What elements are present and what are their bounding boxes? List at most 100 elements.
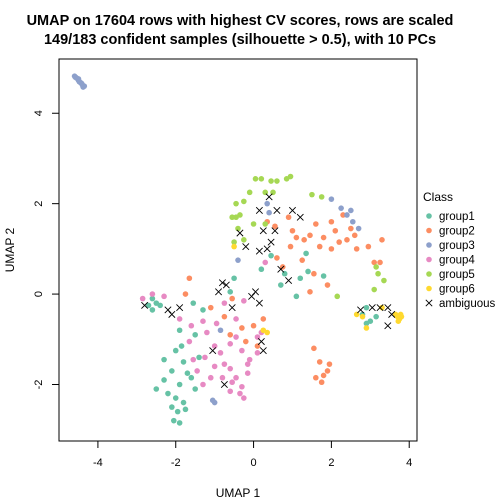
y-tick-label-2: 2 bbox=[33, 201, 45, 207]
point-group4-36 bbox=[227, 388, 234, 395]
point-group2-31 bbox=[207, 304, 214, 311]
point-group2-16 bbox=[353, 246, 360, 252]
legend-marker-group2 bbox=[426, 227, 432, 234]
point-ambiguous-34 bbox=[357, 306, 365, 314]
point-group1-35 bbox=[363, 304, 370, 311]
plot-area-frame bbox=[58, 58, 418, 442]
point-group1-31 bbox=[278, 282, 284, 288]
point-ambiguous-20 bbox=[255, 206, 263, 214]
point-group2-4 bbox=[307, 232, 313, 239]
chart-subtitle: 149/183 confident samples (silhouette > … bbox=[44, 32, 436, 48]
point-group4-21 bbox=[241, 395, 247, 401]
point-group2-33 bbox=[239, 325, 245, 331]
point-group5-10 bbox=[246, 189, 253, 196]
point-group3-11 bbox=[328, 196, 335, 202]
point-group3-16 bbox=[264, 200, 270, 207]
point-group1-7 bbox=[172, 347, 179, 354]
point-group2-43 bbox=[379, 237, 385, 243]
point-group1-9 bbox=[180, 359, 187, 365]
point-group2-28 bbox=[229, 295, 235, 302]
point-group4-14 bbox=[244, 370, 251, 376]
point-ambiguous-27 bbox=[368, 304, 376, 312]
point-group4-28 bbox=[213, 320, 220, 327]
point-group2-6 bbox=[320, 234, 327, 241]
point-group5-23 bbox=[381, 277, 387, 284]
point-group2-37 bbox=[316, 359, 323, 365]
point-group4-38 bbox=[186, 338, 193, 345]
point-group2-39 bbox=[324, 368, 331, 374]
point-ambiguous-31 bbox=[384, 322, 392, 330]
point-group1-26 bbox=[192, 331, 198, 338]
point-group5-5 bbox=[287, 173, 294, 180]
point-group5-16 bbox=[241, 237, 247, 243]
point-group1-43 bbox=[303, 250, 309, 257]
point-group2-41 bbox=[313, 374, 319, 381]
point-group1-5 bbox=[176, 327, 183, 334]
point-group1-33 bbox=[297, 275, 304, 282]
point-group2-47 bbox=[227, 331, 234, 338]
point-group4-24 bbox=[194, 368, 200, 374]
point-group4-18 bbox=[221, 361, 228, 367]
point-group5-11 bbox=[241, 198, 247, 205]
point-group1-23 bbox=[188, 374, 195, 381]
point-group5-15 bbox=[235, 225, 241, 232]
point-group1-6 bbox=[178, 343, 185, 349]
point-group1-11 bbox=[161, 377, 167, 383]
point-group4-5 bbox=[200, 318, 206, 325]
legend-marker-group3 bbox=[426, 242, 432, 248]
point-group6-7 bbox=[359, 313, 366, 320]
point-group2-10 bbox=[332, 227, 339, 234]
point-group2-42 bbox=[326, 361, 333, 367]
point-group1-18 bbox=[169, 404, 175, 410]
point-group4-22 bbox=[207, 374, 214, 381]
point-group2-8 bbox=[328, 246, 335, 252]
point-ambiguous-25 bbox=[236, 229, 244, 237]
point-group4-3 bbox=[176, 316, 183, 322]
point-group6-3 bbox=[395, 318, 402, 325]
point-group4-12 bbox=[246, 356, 253, 363]
point-group2-0 bbox=[272, 223, 278, 230]
point-group4-20 bbox=[237, 390, 243, 397]
y-tick-label-1: 0 bbox=[33, 291, 45, 297]
point-group4-4 bbox=[188, 322, 195, 329]
y-tick-label-0: -2 bbox=[33, 380, 45, 390]
point-group2-18 bbox=[371, 259, 377, 266]
point-ambiguous-22 bbox=[273, 206, 281, 214]
point-ambiguous-10 bbox=[255, 299, 263, 307]
point-group2-20 bbox=[287, 243, 294, 250]
point-group5-13 bbox=[233, 214, 239, 221]
point-ambiguous-19 bbox=[259, 227, 267, 235]
point-group1-38 bbox=[363, 320, 370, 327]
point-group1-27 bbox=[200, 307, 206, 313]
point-group4-31 bbox=[241, 298, 247, 304]
point-ambiguous-17 bbox=[277, 265, 285, 273]
point-group4-1 bbox=[149, 291, 156, 297]
point-group1-16 bbox=[172, 395, 179, 401]
point-ambiguous-29 bbox=[384, 304, 392, 312]
point-group1-21 bbox=[170, 417, 177, 424]
point-group4-9 bbox=[227, 341, 234, 347]
point-group2-34 bbox=[250, 322, 257, 329]
point-group5-17 bbox=[231, 239, 237, 245]
point-group4-34 bbox=[262, 259, 269, 266]
legend-marker-group1 bbox=[426, 213, 432, 219]
point-group5-8 bbox=[309, 191, 315, 198]
point-group6-10 bbox=[231, 243, 237, 250]
point-ambiguous-24 bbox=[296, 213, 304, 221]
point-group3-22 bbox=[348, 207, 354, 214]
point-group6-5 bbox=[397, 311, 404, 318]
point-group4-27 bbox=[202, 354, 208, 361]
point-group5-9 bbox=[318, 194, 325, 200]
point-group5-20 bbox=[262, 221, 269, 227]
legend-label-ambiguous: ambiguous bbox=[439, 298, 496, 310]
point-group2-1 bbox=[285, 214, 292, 221]
point-group5-18 bbox=[233, 200, 239, 207]
point-group2-25 bbox=[307, 289, 313, 295]
point-group1-20 bbox=[182, 406, 189, 413]
point-group1-41 bbox=[258, 266, 265, 273]
point-group4-10 bbox=[233, 334, 239, 340]
x-tick-label-3: 2 bbox=[328, 457, 334, 469]
point-group2-13 bbox=[348, 225, 354, 232]
point-ambiguous-33 bbox=[251, 288, 260, 296]
point-group2-7 bbox=[316, 243, 323, 250]
